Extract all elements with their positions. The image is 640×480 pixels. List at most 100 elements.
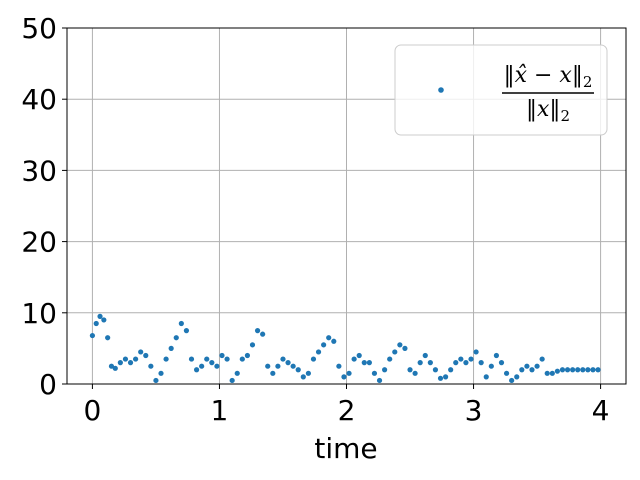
legend: ‖x̂ − x‖2 ‖x‖2 [394,44,608,136]
data-point [366,360,372,366]
data-point [214,363,220,369]
x-tick-label: 0 [83,394,101,427]
data-point [524,363,530,369]
data-point [224,356,230,362]
data-point [564,367,571,373]
data-point [285,360,291,366]
data-point [260,331,266,337]
legend-box [394,44,608,136]
data-point [351,356,357,362]
data-point [570,367,576,373]
legend-numerator: ‖x̂ − x‖2 [504,63,593,91]
data-point [229,377,235,384]
data-point [382,367,388,373]
data-point [244,352,251,359]
data-point [158,370,164,376]
data-point [275,363,281,369]
data-point [341,374,347,380]
data-point [112,365,118,371]
data-point [321,342,327,348]
data-point [503,370,510,376]
data-point [371,370,378,376]
data-point [249,342,256,348]
x-tick-label: 4 [592,394,610,427]
data-point [432,367,439,373]
data-point [554,368,560,374]
data-point [559,367,566,373]
data-point [422,352,428,359]
data-points [89,313,601,384]
data-point [361,360,367,366]
data-point [127,360,134,366]
data-point [376,377,383,384]
data-point [105,335,111,341]
data-point [483,374,489,380]
data-point [493,352,500,359]
data-point [544,370,550,376]
data-point [534,363,540,369]
data-point [498,360,505,366]
data-point [143,352,149,359]
data-point [89,332,96,339]
data-point [580,367,586,373]
data-point [549,370,555,376]
y-tick-label: 10 [21,297,57,330]
data-point [295,367,301,373]
x-tick-label: 1 [211,394,229,427]
data-point [163,356,169,362]
data-point [407,367,413,373]
y-tick-label: 30 [21,154,57,187]
data-point [595,367,601,373]
data-point [270,370,276,376]
data-point [148,363,154,369]
data-point [153,377,159,384]
data-point [219,352,225,359]
data-point [188,356,195,362]
data-point [300,374,306,380]
data-point [519,367,525,373]
data-point [463,360,469,366]
data-point [585,367,591,373]
data-point [458,356,464,362]
data-point [412,370,418,376]
data-point [346,370,352,376]
data-point [478,360,484,366]
data-point [310,356,317,362]
data-point [305,370,311,376]
data-point [280,356,286,362]
data-point [397,342,403,348]
data-point [392,349,398,355]
data-point [529,367,535,373]
data-point [539,356,545,362]
data-point [356,352,362,359]
data-point [437,375,444,381]
x-tick-label: 3 [465,394,483,427]
data-point [209,360,215,366]
data-point [331,338,337,344]
data-point [442,374,449,380]
data-point [138,349,144,355]
data-point [234,370,240,376]
data-point [93,320,99,327]
data-point [473,349,479,355]
data-point [117,360,123,366]
data-point [168,345,174,351]
data-point [575,367,581,373]
data-point [97,313,103,319]
data-point [122,356,129,362]
data-point [183,328,190,334]
y-tick-label: 0 [39,368,57,401]
data-point [590,367,596,373]
data-point [387,356,393,362]
data-point [101,317,107,323]
data-point [468,356,474,362]
data-point [417,360,423,366]
data-point [199,363,205,369]
data-point [108,363,115,369]
data-point [173,335,179,341]
data-point [265,363,271,369]
data-point [509,377,515,384]
data-point [453,360,459,366]
data-point [290,363,296,369]
